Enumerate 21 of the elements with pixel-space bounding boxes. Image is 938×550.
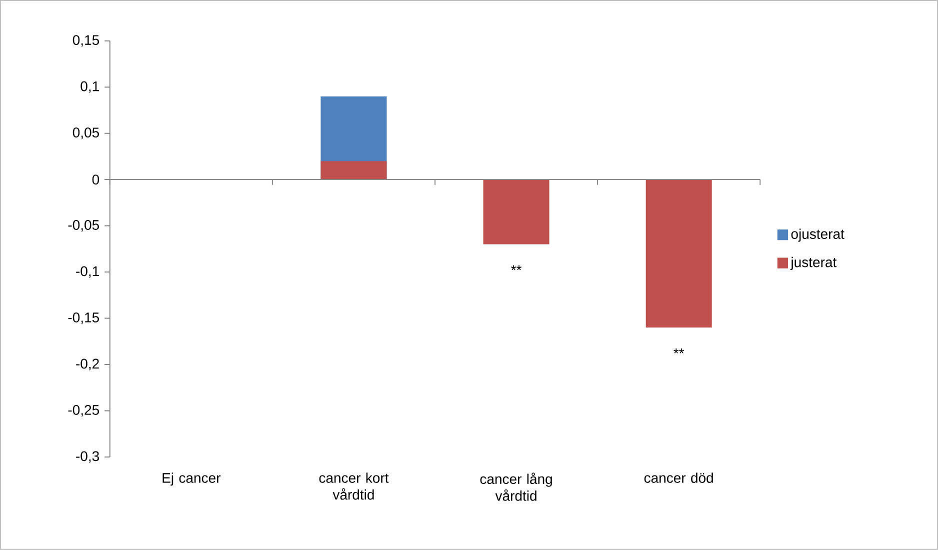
- annotation: **: [511, 265, 522, 270]
- y-tick-label: -0,25: [68, 405, 100, 417]
- bar: [320, 161, 387, 180]
- y-tick-label: 0,15: [72, 35, 100, 47]
- x-tick-label: Ej cancer: [162, 472, 220, 486]
- bar: [483, 180, 550, 244]
- y-tick-label: -0,05: [68, 220, 100, 232]
- legend-label: ojusterat: [791, 228, 844, 242]
- y-tick-label: 0,05: [72, 128, 100, 140]
- bar: [646, 180, 712, 328]
- annotation: **: [674, 348, 684, 354]
- y-tick-label: -0,2: [76, 358, 99, 370]
- x-tick-label: cancer kort vårdtid: [319, 472, 389, 500]
- x-tick-label: cancer död: [644, 472, 713, 483]
- y-tick-label: 0: [92, 174, 100, 185]
- x-tick-label: cancer lång vårdtid: [480, 472, 552, 501]
- y-tick-label: -0,3: [76, 451, 99, 463]
- y-tick-label: -0,15: [68, 312, 100, 324]
- legend-label: justerat: [790, 256, 837, 270]
- y-tick-label: -0,1: [76, 266, 99, 278]
- y-tick-label: 0,1: [80, 81, 99, 93]
